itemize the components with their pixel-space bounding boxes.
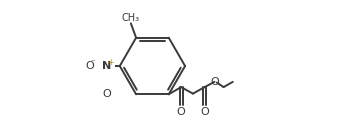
Text: O: O (177, 107, 186, 117)
Text: O: O (102, 89, 111, 99)
Text: O: O (210, 77, 219, 87)
Text: ⁻: ⁻ (90, 58, 95, 67)
Text: +: + (107, 58, 113, 67)
Text: O: O (200, 107, 209, 117)
Text: CH₃: CH₃ (121, 13, 139, 23)
Text: N: N (102, 61, 111, 71)
Text: O: O (86, 61, 94, 71)
